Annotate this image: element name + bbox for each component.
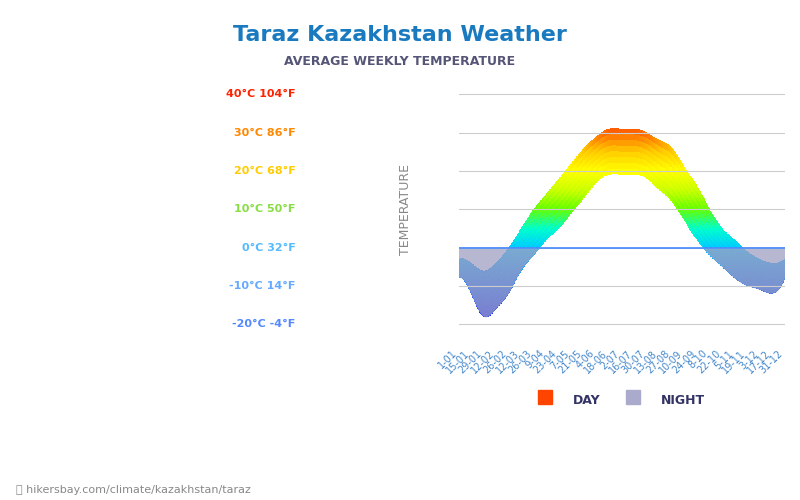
Text: 20°C 68°F: 20°C 68°F xyxy=(234,166,295,176)
Y-axis label: TEMPERATURE: TEMPERATURE xyxy=(399,164,412,254)
Text: -10°C 14°F: -10°C 14°F xyxy=(229,281,295,291)
Text: 40°C 104°F: 40°C 104°F xyxy=(226,89,295,99)
Text: Taraz Kazakhstan Weather: Taraz Kazakhstan Weather xyxy=(233,25,567,45)
Text: AVERAGE WEEKLY TEMPERATURE: AVERAGE WEEKLY TEMPERATURE xyxy=(285,55,515,68)
Text: 0°C 32°F: 0°C 32°F xyxy=(242,242,295,252)
Legend: DAY, NIGHT: DAY, NIGHT xyxy=(534,390,710,412)
Text: 30°C 86°F: 30°C 86°F xyxy=(234,128,295,138)
Text: -20°C -4°F: -20°C -4°F xyxy=(232,320,295,330)
Text: 10°C 50°F: 10°C 50°F xyxy=(234,204,295,214)
Text: 🌐 hikersbay.com/climate/kazakhstan/taraz: 🌐 hikersbay.com/climate/kazakhstan/taraz xyxy=(16,485,251,495)
